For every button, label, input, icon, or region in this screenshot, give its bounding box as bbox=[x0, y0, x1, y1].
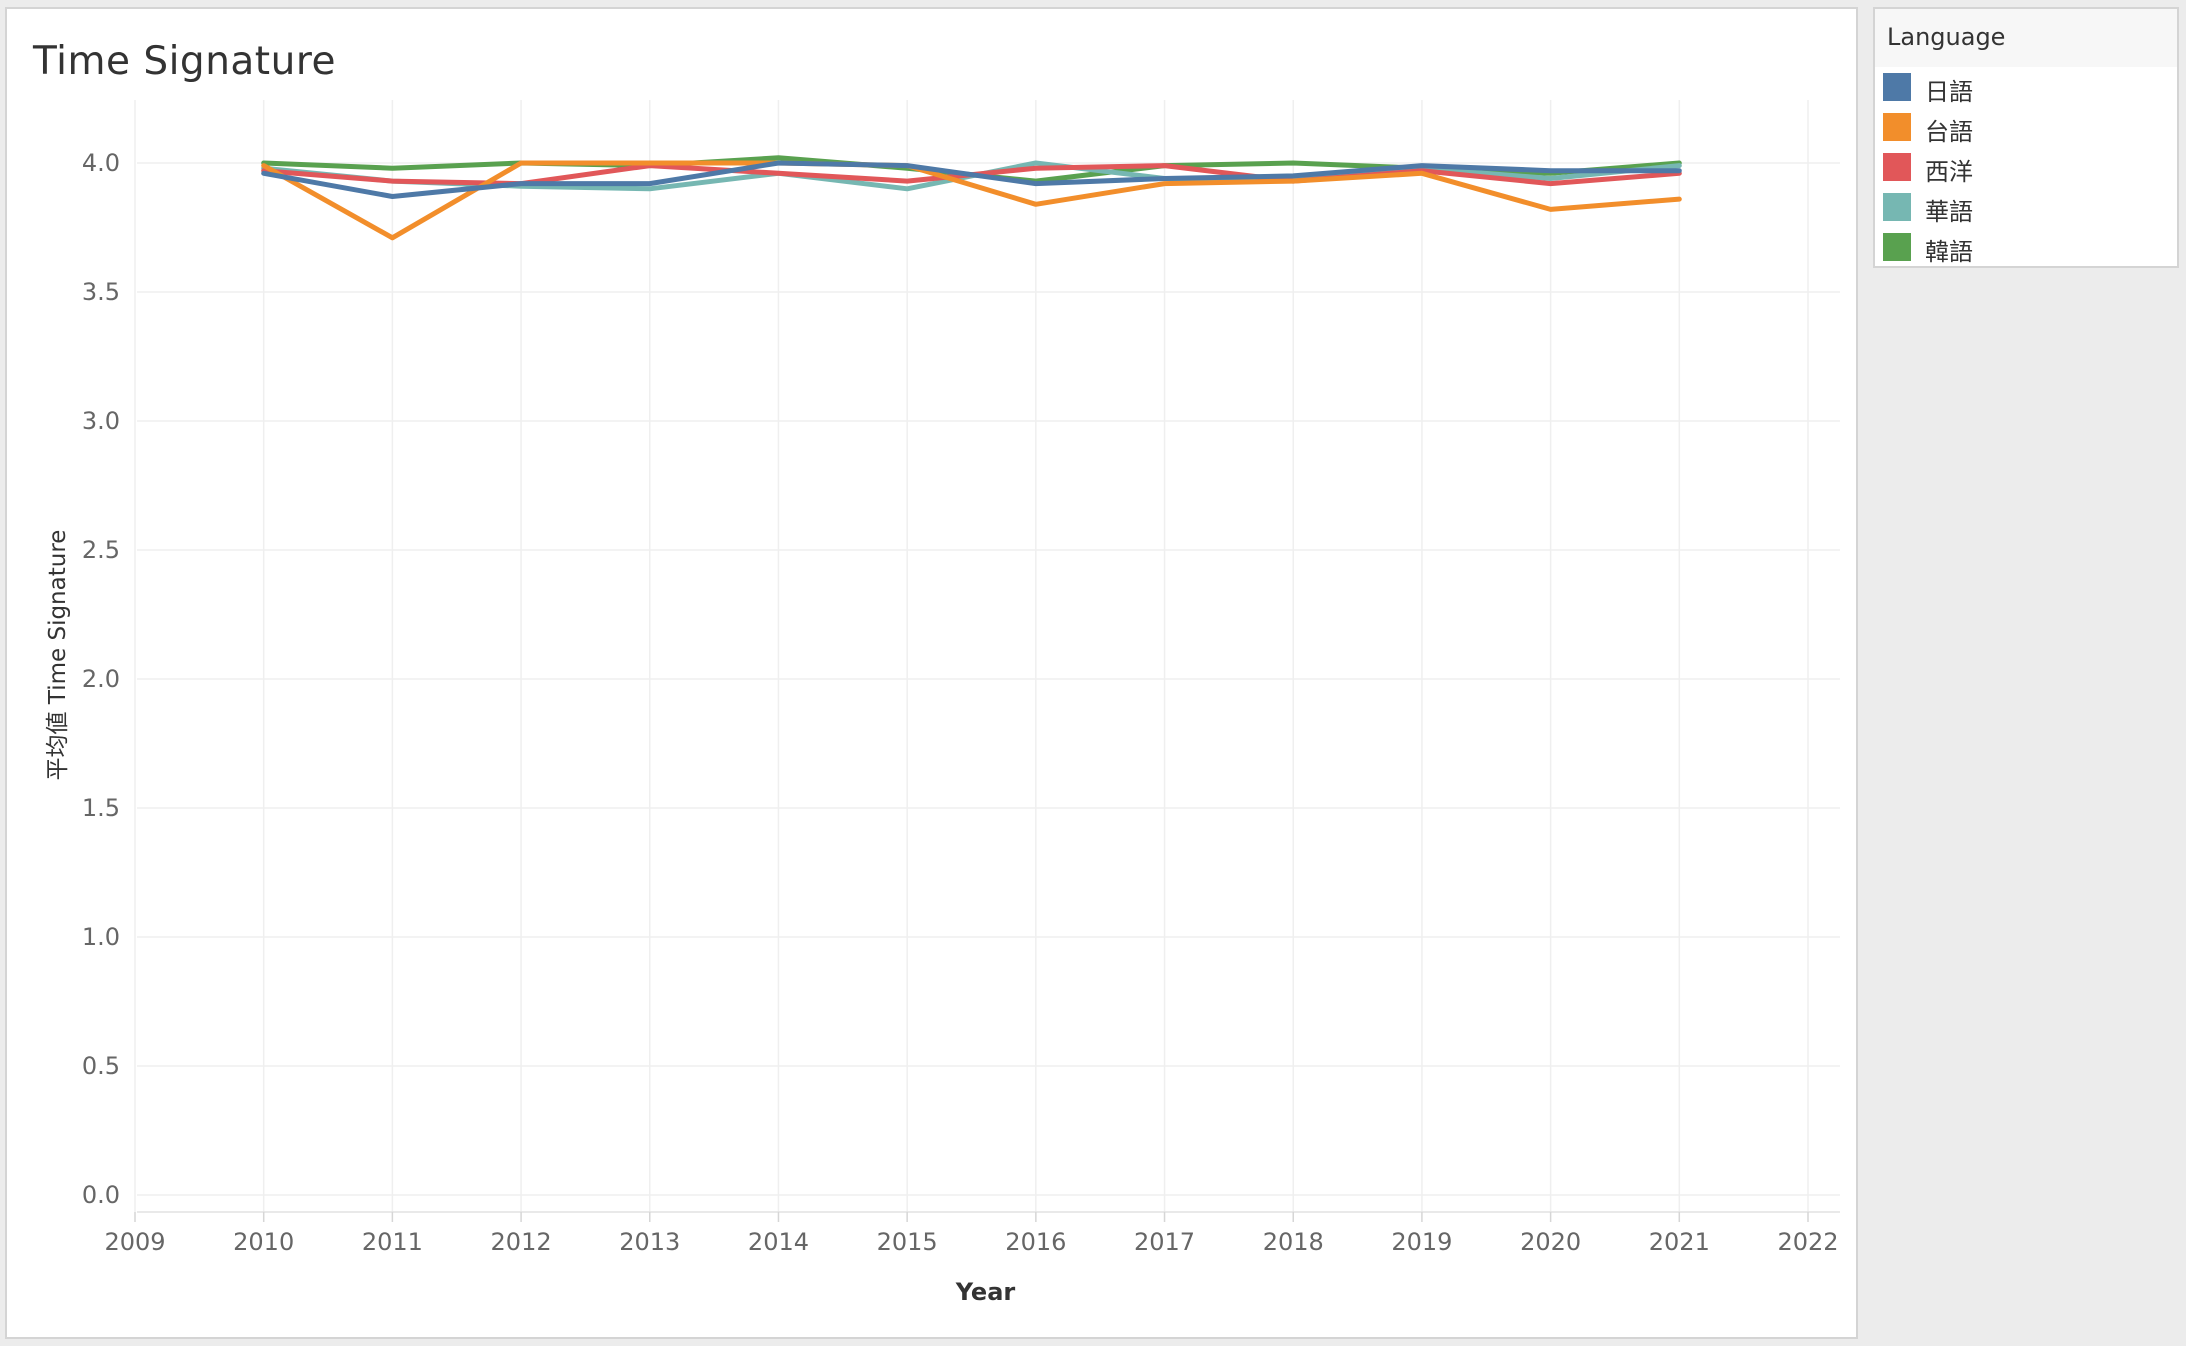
y-tick-label: 3.5 bbox=[82, 278, 120, 306]
y-tick-label: 1.5 bbox=[82, 794, 120, 822]
y-tick-label: 3.0 bbox=[82, 407, 120, 435]
y-tick-label: 0.0 bbox=[82, 1181, 120, 1209]
x-tick-label: 2022 bbox=[1777, 1228, 1838, 1256]
legend-swatch bbox=[1883, 193, 1911, 221]
legend-label: 韓語 bbox=[1925, 238, 1973, 266]
legend-header bbox=[1875, 9, 2177, 67]
legend-swatch bbox=[1883, 73, 1911, 101]
x-tick-label: 2020 bbox=[1520, 1228, 1581, 1256]
x-tick-label: 2018 bbox=[1263, 1228, 1324, 1256]
x-tick-label: 2015 bbox=[877, 1228, 938, 1256]
series-line-2 bbox=[261, 160, 1682, 241]
x-tick-label: 2016 bbox=[1005, 1228, 1066, 1256]
x-axis-title: Year bbox=[955, 1278, 1016, 1306]
x-tick-label: 2013 bbox=[619, 1228, 680, 1256]
chart-panel: Time Signature bbox=[5, 7, 1858, 1339]
legend-swatch bbox=[1883, 113, 1911, 141]
legend-label: 西洋 bbox=[1925, 158, 1973, 186]
legend-swatch bbox=[1883, 153, 1911, 181]
chart-title: Time Signature bbox=[33, 39, 336, 84]
legend: Language 日語台語西洋華語韓語 bbox=[1873, 7, 2179, 268]
x-tick-label: 2011 bbox=[362, 1228, 423, 1256]
x-tick-label: 2021 bbox=[1649, 1228, 1710, 1256]
y-tick-label: 1.0 bbox=[82, 923, 120, 951]
x-tick-label: 2014 bbox=[748, 1228, 809, 1256]
legend-label: 台語 bbox=[1925, 118, 1973, 146]
y-tick-label: 2.0 bbox=[82, 665, 120, 693]
y-tick-label: 0.5 bbox=[82, 1052, 120, 1080]
x-tick-label: 2010 bbox=[233, 1228, 294, 1256]
legend-label: 華語 bbox=[1925, 198, 1973, 226]
legend-title: Language bbox=[1887, 23, 2006, 51]
x-tick-label: 2009 bbox=[104, 1228, 165, 1256]
x-tick-label: 2012 bbox=[491, 1228, 552, 1256]
legend-label: 日語 bbox=[1925, 78, 1973, 106]
series-line-1 bbox=[261, 160, 1682, 199]
y-tick-label: 4.0 bbox=[82, 149, 120, 177]
x-tick-label: 2019 bbox=[1391, 1228, 1452, 1256]
y-axis-title: 平均値 Time Signature bbox=[45, 530, 71, 781]
legend-swatch bbox=[1883, 233, 1911, 261]
x-tick-label: 2017 bbox=[1134, 1228, 1195, 1256]
y-tick-label: 2.5 bbox=[82, 536, 120, 564]
